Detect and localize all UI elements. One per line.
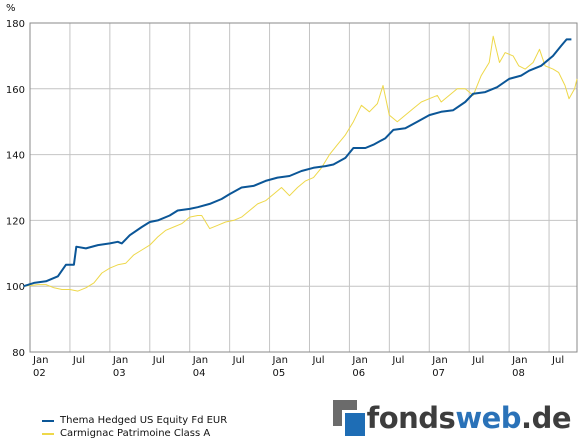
- x-tick-label: Jul: [152, 355, 165, 366]
- fondsweb-logo: fondsweb.de: [333, 398, 571, 438]
- x-tick-label: Jul: [471, 355, 484, 366]
- legend-item-carmignac: Carmignac Patrimoine Class A: [42, 427, 227, 440]
- logo-text: fondsweb.de: [366, 401, 572, 435]
- x-tick-label: Jul: [232, 355, 245, 366]
- x-tick-label: Jan: [272, 355, 288, 366]
- logo-mark-icon: [333, 400, 365, 436]
- legend-swatch-thema: [42, 419, 54, 422]
- y-tick-label: 120: [6, 216, 25, 227]
- x-tick-year-label: 05: [273, 368, 286, 379]
- series-line-carmignac: [23, 35, 578, 292]
- x-tick-year-label: 02: [33, 368, 46, 379]
- y-tick-label: 80: [12, 348, 25, 359]
- y-tick-label: 180: [6, 19, 25, 30]
- legend: Thema Hedged US Equity Fd EUR Carmignac …: [42, 414, 227, 440]
- legend-swatch-carmignac: [42, 432, 54, 435]
- x-tick-label: Jan: [112, 355, 128, 366]
- y-tick-label: 160: [6, 85, 25, 96]
- x-tick-label: Jan: [32, 355, 48, 366]
- x-tick-year-label: 06: [352, 368, 365, 379]
- x-tick-label: Jan: [351, 355, 367, 366]
- x-tick-label: Jul: [551, 355, 564, 366]
- plot-frame: [29, 22, 578, 353]
- y-tick-label: 100: [6, 282, 25, 293]
- legend-item-thema: Thema Hedged US Equity Fd EUR: [42, 414, 227, 427]
- legend-label-carmignac: Carmignac Patrimoine Class A: [60, 428, 211, 439]
- series-layer: [23, 35, 578, 292]
- legend-label-thema: Thema Hedged US Equity Fd EUR: [60, 415, 228, 426]
- y-unit-label: %: [6, 3, 16, 14]
- x-tick-label: Jan: [431, 355, 447, 366]
- x-tick-label: Jan: [511, 355, 527, 366]
- x-tick-year-label: 08: [512, 368, 525, 379]
- x-tick-year-label: 03: [113, 368, 126, 379]
- plot-background: [30, 23, 577, 352]
- x-tick-label: Jul: [311, 355, 324, 366]
- x-tick-label: Jan: [192, 355, 208, 366]
- y-tick-label: 140: [6, 151, 25, 162]
- x-tick-label: Jul: [391, 355, 404, 366]
- axes: 80 100 120 140 160 180 Jan 02 Jul Jan 03 Jul Jan 04 Ju…: [6, 19, 578, 379]
- series-line-thema: [23, 38, 572, 288]
- x-tick-label: Jul: [72, 355, 85, 366]
- x-tick-year-label: 07: [432, 368, 445, 379]
- x-tick-year-label: 04: [193, 368, 206, 379]
